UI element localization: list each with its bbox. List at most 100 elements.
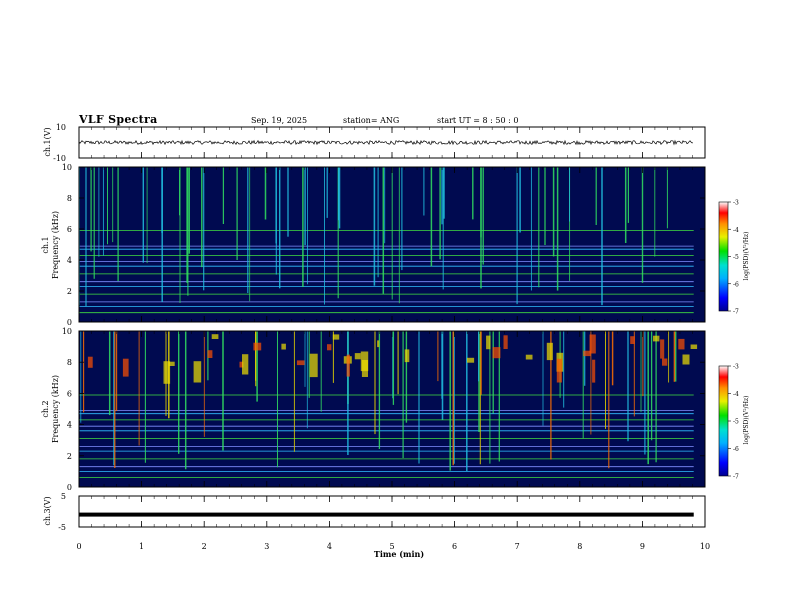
spectrogram-intense-patch xyxy=(678,338,685,350)
frequency-tick-label: 8 xyxy=(67,358,72,367)
spectrogram-intense-patch xyxy=(653,335,660,342)
spectrogram-intense-patch xyxy=(630,336,635,344)
spectrogram-intense-patch xyxy=(592,359,596,383)
spectrogram-intense-patch xyxy=(253,342,262,351)
time-tick-label: 5 xyxy=(389,542,394,551)
colorbar-tick-label: -7 xyxy=(733,309,739,316)
spectrogram-intense-patch xyxy=(583,350,591,357)
spectrogram-intense-patch xyxy=(525,354,533,360)
frequency-tick-label: 2 xyxy=(67,452,72,461)
time-tick-label: 0 xyxy=(76,542,81,551)
spectrogram-intense-patch xyxy=(242,354,249,375)
ch2-spectrogram-image xyxy=(79,331,698,479)
frequency-tick-label: 6 xyxy=(67,389,72,398)
spectrogram-intense-patch xyxy=(346,354,350,377)
spectrogram-intense-patch xyxy=(296,360,305,366)
chart-title: VLF Spectra xyxy=(79,113,158,126)
colorbar-tick-label: -5 xyxy=(733,254,739,261)
ch2-spectrogram-ylabel-channel: ch.2 xyxy=(41,400,50,417)
ch1-ytick-bottom: -10 xyxy=(53,154,66,163)
time-tick-label: 10 xyxy=(700,542,710,551)
colorbar-tick-label: -6 xyxy=(733,281,739,288)
frequency-tick-label: 8 xyxy=(67,194,72,203)
colorbar-tick-label: -3 xyxy=(733,200,739,207)
frequency-tick-label: 10 xyxy=(62,163,72,172)
spectrogram-intense-patch xyxy=(690,344,698,349)
ch2-spectrogram-background xyxy=(79,331,705,487)
ch2-spectrogram-ylabel-frequency: Frequency (kHz) xyxy=(51,375,60,443)
ch1-spectrogram-image xyxy=(78,167,694,314)
ch2-colorbar-label: log(PSD)(V²/Hz) xyxy=(743,396,750,445)
spectrogram-intense-patch xyxy=(354,353,361,360)
station-label: station= ANG xyxy=(343,116,400,125)
frequency-tick-label: 2 xyxy=(67,287,72,296)
time-tick-label: 4 xyxy=(327,542,332,551)
time-axis: 0 1 2 3 4 5 6 7 8 9 10 xyxy=(76,127,710,551)
colorbar-tick-label: -3 xyxy=(733,364,739,371)
start-time-label: start UT = 8 : 50 : 0 xyxy=(437,116,519,125)
frequency-tick-label: 4 xyxy=(67,421,72,430)
time-tick-label: 7 xyxy=(515,542,520,551)
spectrogram-intense-patch xyxy=(486,335,491,350)
ch1-waveform-panel: 10 -10 ch.1(V) xyxy=(43,123,706,163)
ch1-spectrogram-ylabel-channel: ch.1 xyxy=(41,236,50,253)
spectrogram-intense-patch xyxy=(211,334,219,339)
ch3-ytick-top: 5 xyxy=(61,492,66,501)
ch3-waveform-ylabel: ch.3(V) xyxy=(43,496,52,525)
spectrogram-intense-patch xyxy=(492,347,501,359)
ch1-colorbar xyxy=(718,201,729,312)
colorbar-tick-label: -5 xyxy=(733,419,739,426)
spectrogram-intense-patch xyxy=(207,350,213,358)
spectrogram-intense-patch xyxy=(361,360,368,377)
time-tick-label: 8 xyxy=(577,542,582,551)
frequency-tick-label: 0 xyxy=(67,483,72,492)
ch1-colorbar-label: log(PSD)(V²/Hz) xyxy=(743,232,750,281)
spectrogram-intense-patch xyxy=(239,361,244,368)
ch3-waveform-trace xyxy=(79,512,694,517)
frequency-tick-label: 10 xyxy=(62,327,72,336)
spectrogram-intense-patch xyxy=(168,361,175,366)
ch3-waveform-panel: 5 -5 ch.3(V) xyxy=(43,492,706,532)
ch1-spectrogram-ylabel-frequency: Frequency (kHz) xyxy=(51,211,60,279)
spectrogram-intense-patch xyxy=(377,340,380,348)
frequency-tick-label: 4 xyxy=(67,256,72,265)
spectrogram-intense-patch xyxy=(193,361,202,383)
spectrogram-intense-patch xyxy=(163,361,171,384)
colorbar-tick-label: -4 xyxy=(733,391,739,398)
spectrogram-intense-patch xyxy=(122,358,129,377)
ch1-waveform-ylabel: ch.1(V) xyxy=(43,127,52,156)
ch1-ytick-top: 10 xyxy=(56,123,66,132)
spectrogram-intense-patch xyxy=(332,334,340,340)
time-tick-label: 9 xyxy=(640,542,645,551)
date-label: Sep. 19, 2025 xyxy=(251,116,308,125)
frequency-tick-label: 0 xyxy=(67,318,72,327)
time-tick-label: 2 xyxy=(202,542,207,551)
ch2-colorbar xyxy=(718,365,729,477)
x-axis-label: Time (min) xyxy=(374,549,424,559)
spectrogram-intense-patch xyxy=(503,335,508,349)
frequency-tick-label: 6 xyxy=(67,225,72,234)
spectrogram-intense-patch xyxy=(589,334,596,354)
spectrogram-intense-patch xyxy=(327,344,332,351)
time-tick-label: 3 xyxy=(264,542,269,551)
spectrogram-intense-patch xyxy=(404,349,410,363)
spectrogram-intense-patch xyxy=(662,358,668,366)
spectrogram-intense-patch xyxy=(660,339,665,359)
spectrogram-intense-patch xyxy=(87,356,93,368)
colorbar-tick-label: -7 xyxy=(733,474,739,481)
spectrogram-intense-patch xyxy=(467,357,475,363)
colorbar-tick-label: -4 xyxy=(733,227,739,234)
spectrogram-intense-patch xyxy=(309,353,318,378)
time-tick-label: 6 xyxy=(452,542,457,551)
ch1-waveform-trace xyxy=(78,139,694,146)
spectrogram-intense-patch xyxy=(281,343,286,350)
colorbar-tick-label: -6 xyxy=(733,446,739,453)
spectrogram-intense-patch xyxy=(546,342,553,361)
ch3-ytick-bottom: -5 xyxy=(58,523,66,532)
spectrogram-intense-patch xyxy=(682,354,690,365)
time-tick-label: 1 xyxy=(139,542,144,551)
spectrogram-intense-patch xyxy=(556,358,562,383)
